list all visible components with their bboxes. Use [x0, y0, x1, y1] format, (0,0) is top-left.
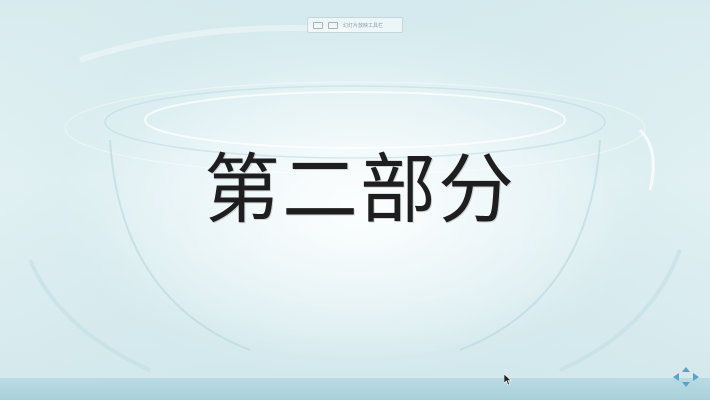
toolbar-label: 幻灯片放映工具栏 — [343, 22, 384, 29]
slideshow-toolbar[interactable]: 幻灯片放映工具栏 — [307, 17, 403, 33]
slide-title: 第二部分 — [204, 145, 516, 234]
mouse-pointer-icon — [504, 374, 512, 386]
navigation-arrows-icon[interactable] — [672, 366, 700, 388]
toolbar-button[interactable] — [328, 21, 338, 29]
bottom-bar — [0, 378, 710, 400]
toolbar-button[interactable] — [313, 21, 323, 29]
